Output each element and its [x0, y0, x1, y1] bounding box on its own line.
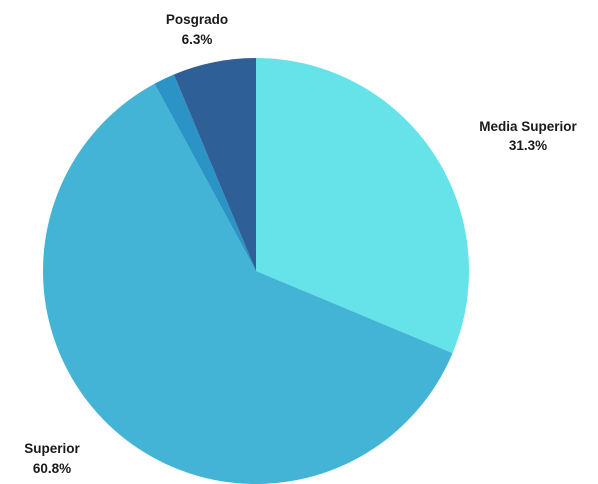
slice-label-superior: Superior [24, 441, 80, 456]
pie-slice-superior [43, 83, 453, 484]
slice-label-posgrado: Posgrado [166, 12, 228, 27]
slice-value-posgrado: 6.3% [182, 32, 213, 47]
pie-slices [43, 58, 469, 484]
pie-slice-posgrado [173, 58, 256, 271]
slice-value-media-superior: 31.3% [509, 138, 547, 153]
slice-value-superior: 60.8% [33, 461, 71, 476]
pie-labels: Media Superior 31.3% Superior 60.8% Posgrado… [24, 12, 577, 476]
slice-label-media-superior: Media Superior [479, 119, 577, 134]
pie-slice-unlabeled [154, 74, 256, 271]
pie-slice-media-superior [256, 58, 469, 354]
